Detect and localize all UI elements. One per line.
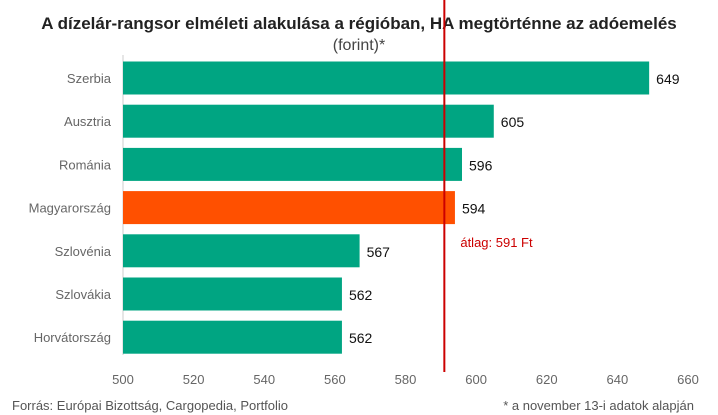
bar-6 — [123, 320, 342, 354]
x-tick-label: 600 — [465, 372, 487, 387]
category-label: Szlovénia — [55, 244, 112, 259]
chart-subtitle: (forint)* — [332, 37, 386, 54]
value-label: 649 — [656, 71, 680, 87]
category-label: Horvátország — [34, 330, 111, 345]
bar-0 — [123, 61, 650, 95]
value-label: 567 — [367, 244, 391, 260]
category-label: Szlovákia — [55, 287, 111, 302]
x-tick-label: 520 — [183, 372, 205, 387]
bar-4 — [123, 234, 360, 268]
bar-3 — [123, 191, 455, 225]
value-label: 605 — [501, 114, 525, 130]
x-tick-label: 500 — [112, 372, 134, 387]
value-label: 562 — [349, 330, 373, 346]
source-note: Forrás: Európai Bizottság, Cargopedia, P… — [12, 398, 289, 413]
category-label: Magyarország — [29, 201, 111, 216]
chart-title: A dízelár-rangsor elméleti alakulása a r… — [41, 14, 677, 33]
bar-1 — [123, 104, 494, 138]
category-label: Ausztria — [64, 114, 112, 129]
bar-2 — [123, 147, 462, 181]
category-label: Szerbia — [67, 71, 112, 86]
value-label: 596 — [469, 157, 493, 173]
x-tick-label: 580 — [395, 372, 417, 387]
bar-5 — [123, 277, 342, 311]
category-label: Románia — [59, 157, 112, 172]
x-tick-label: 620 — [536, 372, 558, 387]
x-tick-label: 540 — [253, 372, 275, 387]
value-label: 562 — [349, 287, 373, 303]
x-tick-label: 560 — [324, 372, 346, 387]
average-label: átlag: 591 Ft — [460, 235, 533, 250]
x-tick-label: 640 — [607, 372, 629, 387]
x-tick-label: 660 — [677, 372, 699, 387]
footnote: * a november 13-i adatok alapján — [503, 398, 694, 413]
value-label: 594 — [462, 201, 486, 217]
